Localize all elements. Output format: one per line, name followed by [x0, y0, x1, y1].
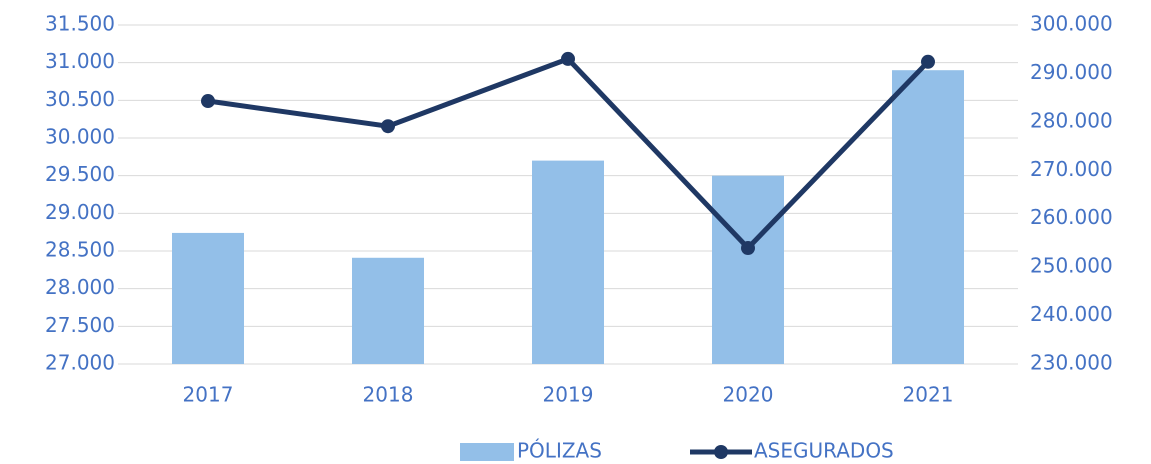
y2-tick-label: 280.000	[1030, 108, 1113, 132]
y2-tick-label: 230.000	[1030, 351, 1113, 375]
y-tick-label: 30.500	[45, 87, 115, 111]
legend-label: ASEGURADOS	[754, 439, 894, 463]
x-tick-label: 2020	[723, 383, 774, 407]
bar	[892, 70, 964, 364]
y2-tick-label: 300.000	[1030, 12, 1113, 36]
bar	[532, 160, 604, 364]
x-tick-label: 2017	[183, 383, 234, 407]
y-tick-label: 28.000	[45, 275, 115, 299]
y2-tick-label: 290.000	[1030, 60, 1113, 84]
y2-tick-label: 250.000	[1030, 254, 1113, 278]
y-tick-label: 30.000	[45, 125, 115, 149]
legend-swatch	[714, 445, 728, 459]
y-tick-label: 31.000	[45, 49, 115, 73]
x-tick-label: 2021	[903, 383, 954, 407]
y-tick-label: 29.000	[45, 200, 115, 224]
x-tick-label: 2018	[363, 383, 414, 407]
y-tick-label: 29.500	[45, 162, 115, 186]
line-point	[201, 94, 215, 109]
line-point	[741, 241, 755, 256]
y-tick-label: 31.500	[45, 12, 115, 36]
y-tick-label: 28.500	[45, 238, 115, 262]
line-point	[381, 119, 395, 134]
legend-swatch	[460, 443, 514, 461]
legend-label: PÓLIZAS	[517, 439, 602, 463]
y2-tick-label: 240.000	[1030, 302, 1113, 326]
y-tick-label: 27.000	[45, 351, 115, 375]
line-point	[561, 51, 575, 66]
y2-tick-label: 260.000	[1030, 205, 1113, 229]
line-point	[921, 54, 935, 69]
y2-tick-label: 270.000	[1030, 157, 1113, 181]
bar	[172, 232, 244, 364]
bar	[352, 257, 424, 364]
y-tick-label: 27.500	[45, 313, 115, 337]
x-tick-label: 2019	[543, 383, 594, 407]
bar	[712, 175, 784, 364]
